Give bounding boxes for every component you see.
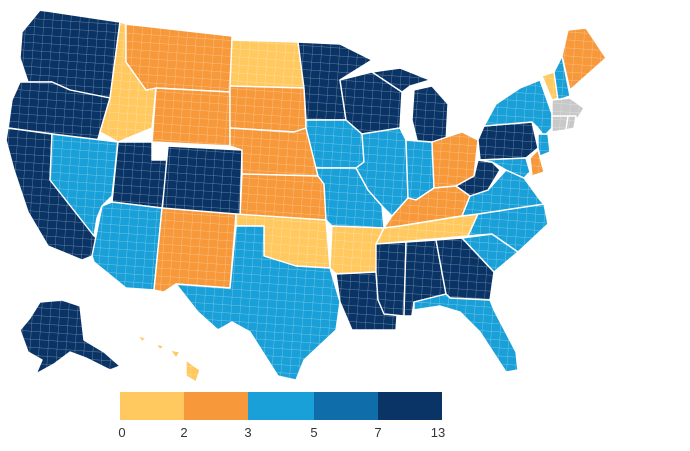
- legend-swatch-2-3: [184, 392, 248, 420]
- state-rhode-island[interactable]: [565, 115, 577, 131]
- state-nebraska[interactable]: [229, 127, 319, 177]
- state-new-mexico[interactable]: [153, 207, 237, 293]
- state-mississippi[interactable]: [375, 241, 407, 317]
- state-kansas[interactable]: [239, 173, 327, 221]
- state-montana[interactable]: [125, 23, 233, 93]
- state-hawaii[interactable]: [137, 335, 201, 383]
- state-new-jersey[interactable]: [537, 133, 551, 157]
- state-north-dakota[interactable]: [229, 39, 305, 89]
- state-arizona[interactable]: [91, 201, 163, 291]
- legend-tick-3: 3: [244, 425, 252, 440]
- state-pennsylvania[interactable]: [477, 121, 539, 161]
- legend-swatch-3-5: [248, 392, 314, 420]
- legend-tick-0: 0: [118, 425, 126, 440]
- legend-tick-5: 5: [310, 425, 318, 440]
- legend-swatch-7-13: [378, 392, 442, 420]
- legend-tick-7: 7: [374, 425, 382, 440]
- legend-swatch-0-2: [120, 392, 184, 420]
- state-utah[interactable]: [111, 141, 169, 209]
- legend-tick-2: 2: [180, 425, 188, 440]
- color-legend: 0 2 3 5 7 13: [118, 392, 446, 442]
- legend-swatch-5-7: [314, 392, 378, 420]
- state-south-dakota[interactable]: [229, 85, 307, 133]
- state-alaska[interactable]: [19, 299, 121, 375]
- state-maine[interactable]: [561, 27, 607, 91]
- state-colorado[interactable]: [161, 145, 243, 217]
- state-florida[interactable]: [413, 293, 519, 373]
- state-massachusetts[interactable]: [551, 97, 585, 119]
- state-wyoming[interactable]: [151, 87, 231, 147]
- legend-tick-13: 13: [430, 425, 446, 440]
